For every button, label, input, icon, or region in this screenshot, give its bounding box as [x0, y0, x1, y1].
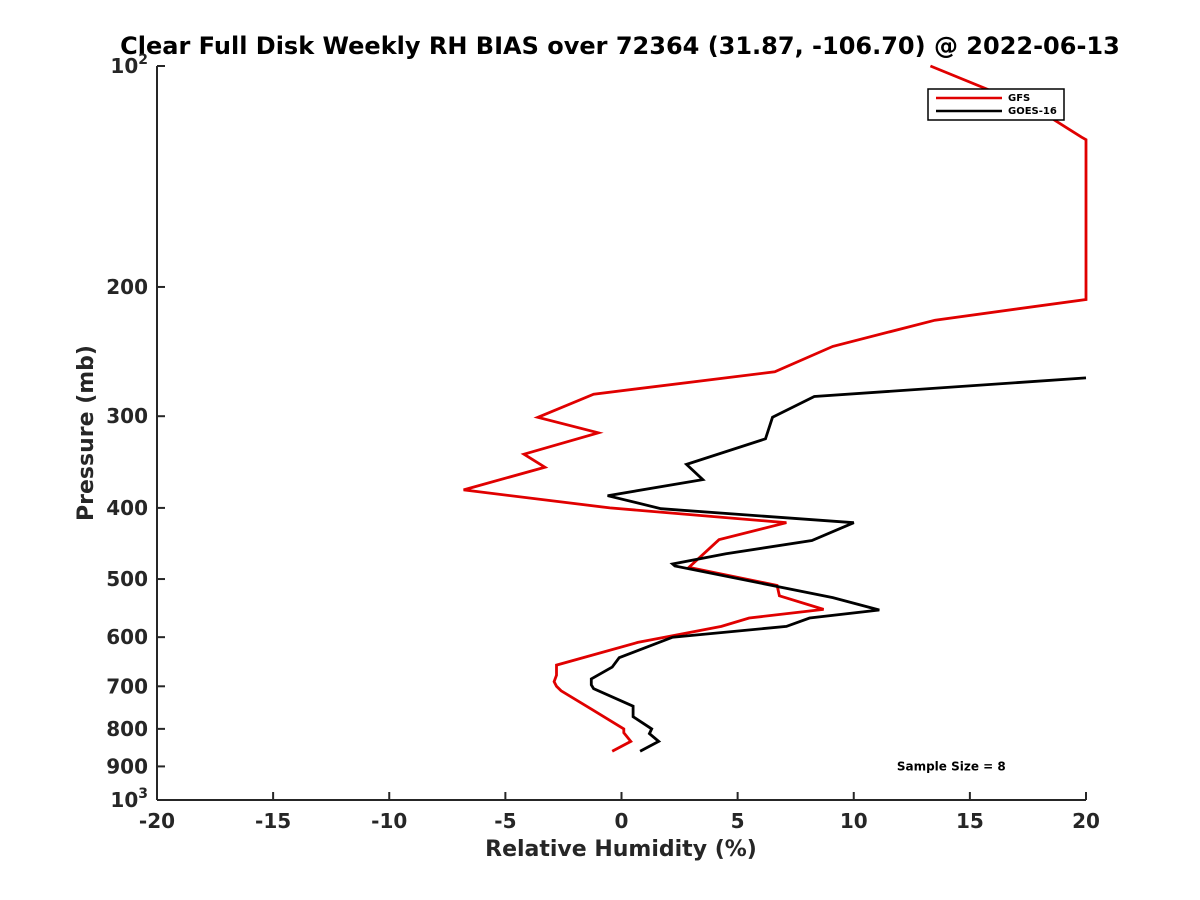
y-tick-label: 200	[106, 275, 148, 299]
x-ticks: -20 -15 -10 -5 0 5 10 15 20	[139, 792, 1100, 833]
y-tick-label: 800	[106, 717, 148, 741]
x-tick-label: 10	[840, 809, 868, 833]
y-tick-label: 900	[106, 754, 148, 778]
y-tick-exponent: 2	[138, 52, 148, 68]
y-tick-base: 10	[110, 788, 138, 812]
y-tick-label: 103	[110, 786, 148, 812]
x-tick-label: -15	[255, 809, 291, 833]
x-tick-label: -5	[494, 809, 516, 833]
y-tick-label: 300	[106, 404, 148, 428]
legend-label-gfs: GFS	[1008, 93, 1030, 104]
plot-series	[463, 64, 1088, 753]
x-tick-label: -20	[139, 809, 175, 833]
sample-size-annotation: Sample Size = 8	[897, 759, 1006, 773]
y-tick-label: 600	[106, 625, 148, 649]
y-tick-label: 102	[110, 52, 148, 78]
y-tick-label: 500	[106, 567, 148, 591]
x-tick-label: 0	[615, 809, 629, 833]
series-line-goes16	[589, 376, 1087, 753]
x-tick-label: -10	[371, 809, 407, 833]
series-line-gfs	[463, 64, 1088, 753]
x-tick-label: 15	[956, 809, 984, 833]
y-tick-label: 700	[106, 674, 148, 698]
y-tick-exponent: 3	[138, 786, 148, 802]
y-tick-label: 400	[106, 496, 148, 520]
x-tick-label: 5	[731, 809, 745, 833]
x-axis-label: Relative Humidity (%)	[485, 837, 757, 862]
legend: GFS GOES-16	[927, 88, 1065, 121]
x-tick-label: 20	[1072, 809, 1100, 833]
chart-title: Clear Full Disk Weekly RH BIAS over 7236…	[120, 32, 1120, 60]
legend-label-goes16: GOES-16	[1008, 106, 1057, 117]
y-axis-label: Pressure (mb)	[74, 345, 99, 521]
y-tick-base: 10	[110, 54, 138, 78]
legend-box	[927, 88, 1065, 121]
